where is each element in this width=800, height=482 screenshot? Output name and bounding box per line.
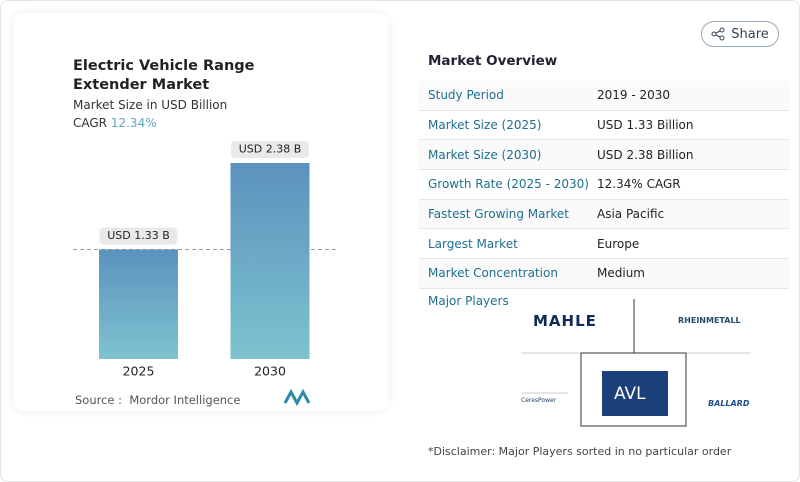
players-grid bbox=[521, 299, 751, 427]
overview-row: Fastest Growing Market Asia Pacific bbox=[419, 199, 789, 230]
row-label: Market Concentration bbox=[428, 266, 558, 281]
row-value: Europe bbox=[597, 236, 640, 251]
overview-row: Market Concentration Medium bbox=[419, 259, 789, 289]
row-label: Study Period bbox=[428, 88, 504, 103]
x-tick-label: 2025 bbox=[123, 364, 155, 379]
overview-title: Market Overview bbox=[428, 53, 558, 69]
player-logo: BALLARD bbox=[708, 399, 750, 408]
bar bbox=[230, 163, 310, 359]
player-logo: CeresPower bbox=[521, 397, 557, 404]
source-logo bbox=[283, 388, 311, 407]
share-button[interactable]: Share bbox=[701, 21, 779, 47]
chart-subtitle: Market Size in USD Billion bbox=[73, 98, 228, 112]
row-label: Largest Market bbox=[428, 236, 518, 251]
value-label-bg bbox=[99, 227, 178, 245]
overview-row: Study Period 2019 - 2030 bbox=[419, 81, 789, 111]
chart: USD 1.33 B 2025 USD 2.38 B 2030 bbox=[73, 141, 337, 407]
player-logo: AVL bbox=[614, 384, 646, 404]
chart-card bbox=[13, 13, 389, 411]
row-value: USD 1.33 Billion bbox=[597, 118, 694, 133]
row-label: Growth Rate (2025 - 2030) bbox=[428, 177, 589, 192]
cagr: CAGR 12.34% bbox=[73, 116, 157, 130]
bar bbox=[99, 249, 178, 359]
player-logo: RHEINMETALL bbox=[678, 316, 741, 325]
row-label: Market Size (2030) bbox=[428, 147, 542, 162]
overview-row: Market Size (2025) USD 1.33 Billion bbox=[419, 111, 789, 141]
row-label: Market Size (2025) bbox=[428, 118, 542, 133]
row-value: Medium bbox=[597, 266, 645, 281]
value-label-bg bbox=[231, 141, 309, 158]
share-icon bbox=[711, 27, 725, 41]
value-label: USD 2.38 B bbox=[239, 143, 302, 156]
cagr-label: CAGR bbox=[73, 116, 108, 130]
value-label: USD 1.33 B bbox=[107, 229, 170, 242]
chart-title: Electric Vehicle Range Extender Market bbox=[73, 58, 255, 93]
x-tick-label: 2030 bbox=[254, 364, 286, 379]
source-name: Mordor Intelligence bbox=[129, 393, 241, 407]
overview-row: Growth Rate (2025 - 2030) 12.34% CAGR bbox=[419, 170, 789, 200]
row-value: USD 2.38 Billion bbox=[597, 147, 694, 162]
row-value: 12.34% CAGR bbox=[597, 177, 681, 192]
players-title: Major Players bbox=[428, 294, 509, 308]
overview-row: Market Size (2030) USD 2.38 Billion bbox=[419, 140, 789, 171]
source: Source : Mordor Intelligence bbox=[75, 393, 240, 407]
row-value: Asia Pacific bbox=[597, 207, 665, 222]
share-label: Share bbox=[731, 26, 769, 42]
source-label: Source : bbox=[75, 393, 123, 407]
overview-row: Largest Market Europe bbox=[419, 229, 789, 260]
row-value: 2019 - 2030 bbox=[597, 88, 671, 103]
player-logo: MAHLE bbox=[533, 312, 597, 330]
disclaimer: *Disclaimer: Major Players sorted in no … bbox=[428, 445, 732, 458]
overview-table: Study Period 2019 - 2030 Market Size (2025… bbox=[419, 81, 789, 289]
row-label: Fastest Growing Market bbox=[428, 207, 570, 222]
cagr-value: 12.34% bbox=[110, 116, 157, 130]
